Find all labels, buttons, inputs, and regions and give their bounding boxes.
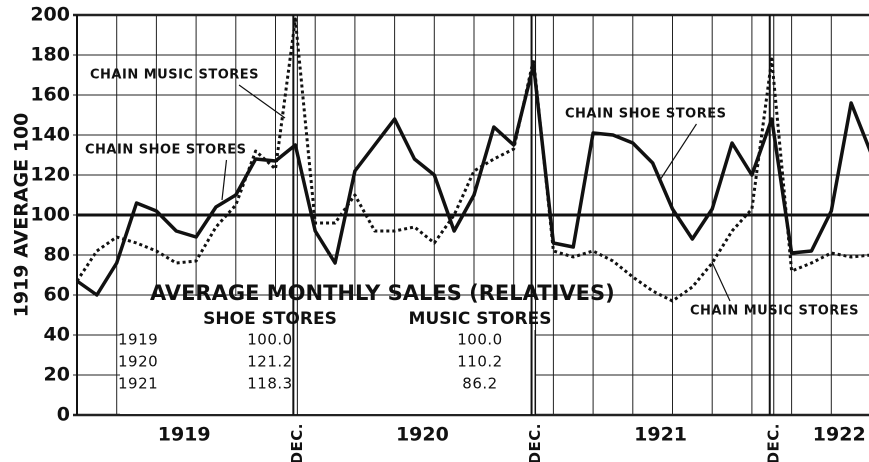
- annotation-arrow: [711, 261, 731, 302]
- inset-background: [120, 296, 535, 414]
- x-tick-label: DEC.: [288, 423, 306, 462]
- y-tick-label: 160: [30, 84, 70, 106]
- y-tick-label: 120: [30, 164, 70, 186]
- y-tick-label: 200: [30, 4, 70, 26]
- annotation: CHAIN SHOE STORES: [565, 107, 726, 122]
- table-header: SHOE STORES: [203, 309, 337, 329]
- table-title: AVERAGE MONTHLY SALES (RELATIVES): [150, 281, 615, 305]
- series-line: [75, 63, 869, 297]
- table-cell: 100.0: [457, 331, 502, 349]
- x-tick-label: DEC.: [526, 423, 544, 462]
- x-tick-label: 1920: [396, 424, 449, 446]
- table-cell: 1921: [118, 375, 158, 393]
- y-tick-label: 20: [44, 364, 70, 386]
- annotation-arrow: [238, 84, 286, 119]
- y-tick-label: 40: [44, 324, 70, 346]
- table-cell: 118.3: [247, 375, 292, 393]
- table-header: MUSIC STORES: [409, 309, 552, 329]
- y-axis-label: 1919 AVERAGE 100: [11, 113, 33, 318]
- table-cell: 121.2: [247, 353, 292, 371]
- table-cell: 1920: [118, 353, 158, 371]
- y-tick-label: 140: [30, 124, 70, 146]
- y-tick-label: 0: [57, 404, 70, 426]
- x-tick-label: 1922: [813, 424, 866, 446]
- annotation: CHAIN SHOE STORES: [85, 143, 246, 158]
- table-cell: 86.2: [462, 375, 497, 393]
- y-tick-label: 180: [30, 44, 70, 66]
- x-tick-label: 1919: [158, 424, 211, 446]
- x-tick-label: DEC.: [764, 423, 782, 462]
- table-cell: 100.0: [247, 331, 292, 349]
- annotation-arrow: [221, 159, 228, 201]
- x-tick-label: 1921: [634, 424, 687, 446]
- table-cell: 110.2: [457, 353, 502, 371]
- y-tick-label: 80: [44, 244, 70, 266]
- table-cell: 1919: [118, 331, 158, 349]
- annotation-arrow: [659, 123, 697, 181]
- annotation: CHAIN MUSIC STORES: [690, 304, 859, 319]
- y-tick-label: 100: [30, 204, 70, 226]
- annotation: CHAIN MUSIC STORES: [90, 68, 259, 83]
- y-tick-label: 60: [44, 284, 70, 306]
